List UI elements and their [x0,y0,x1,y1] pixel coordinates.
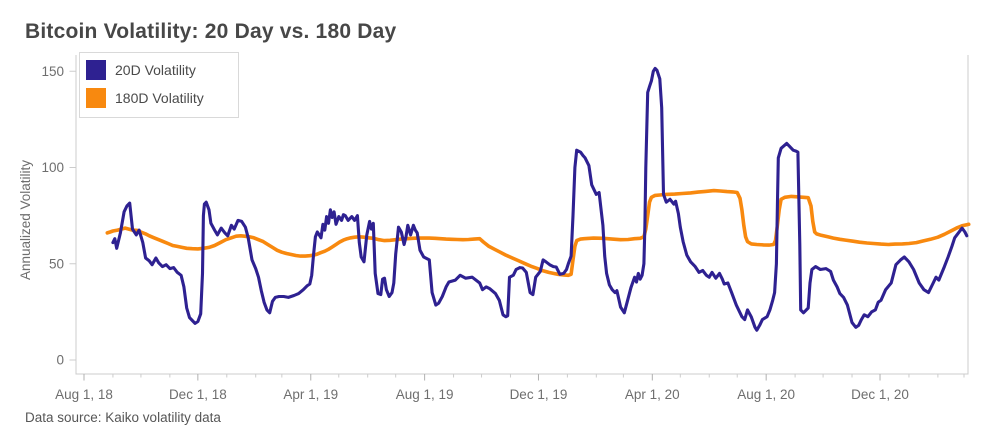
x-axis: Aug 1, 18 Dec 1, 18 Apr 1, 19 Aug 1, 19 Dec … [55,374,965,402]
x-tick-label: Aug 1, 19 [396,387,454,402]
plot-frame [75,55,969,375]
x-tick-label: Dec 1, 20 [851,387,909,402]
x-tick-label: Dec 1, 18 [169,387,227,402]
y-axis: 0 50 100 150 Annualized Volatility [18,64,76,368]
y-axis-title: Annualized Volatility [18,160,33,280]
data-source-note: Data source: Kaiko volatility data [25,410,221,425]
y-tick-label: 50 [49,256,64,271]
y-tick-label: 100 [41,160,64,175]
legend-label-20d: 20D Volatility [115,62,196,78]
legend-item-180d[interactable]: 180D Volatility [86,88,226,108]
legend-label-180d: 180D Volatility [115,90,204,106]
y-tick-label: 0 [56,353,64,368]
legend-swatch-180d [86,88,106,108]
x-tick-label: Aug 1, 18 [55,387,113,402]
legend: 20D Volatility 180D Volatility [79,52,239,118]
legend-item-20d[interactable]: 20D Volatility [86,60,226,80]
x-tick-label: Apr 1, 20 [625,387,680,402]
180d-volatility-line [105,188,971,278]
x-tick-label: Aug 1, 20 [737,387,795,402]
y-tick-label: 150 [41,64,64,79]
x-tick-label: Apr 1, 19 [283,387,338,402]
20d-volatility-line [111,66,969,332]
x-tick-label: Dec 1, 19 [510,387,568,402]
legend-swatch-20d [86,60,106,80]
page-title: Bitcoin Volatility: 20 Day vs. 180 Day [25,20,397,44]
